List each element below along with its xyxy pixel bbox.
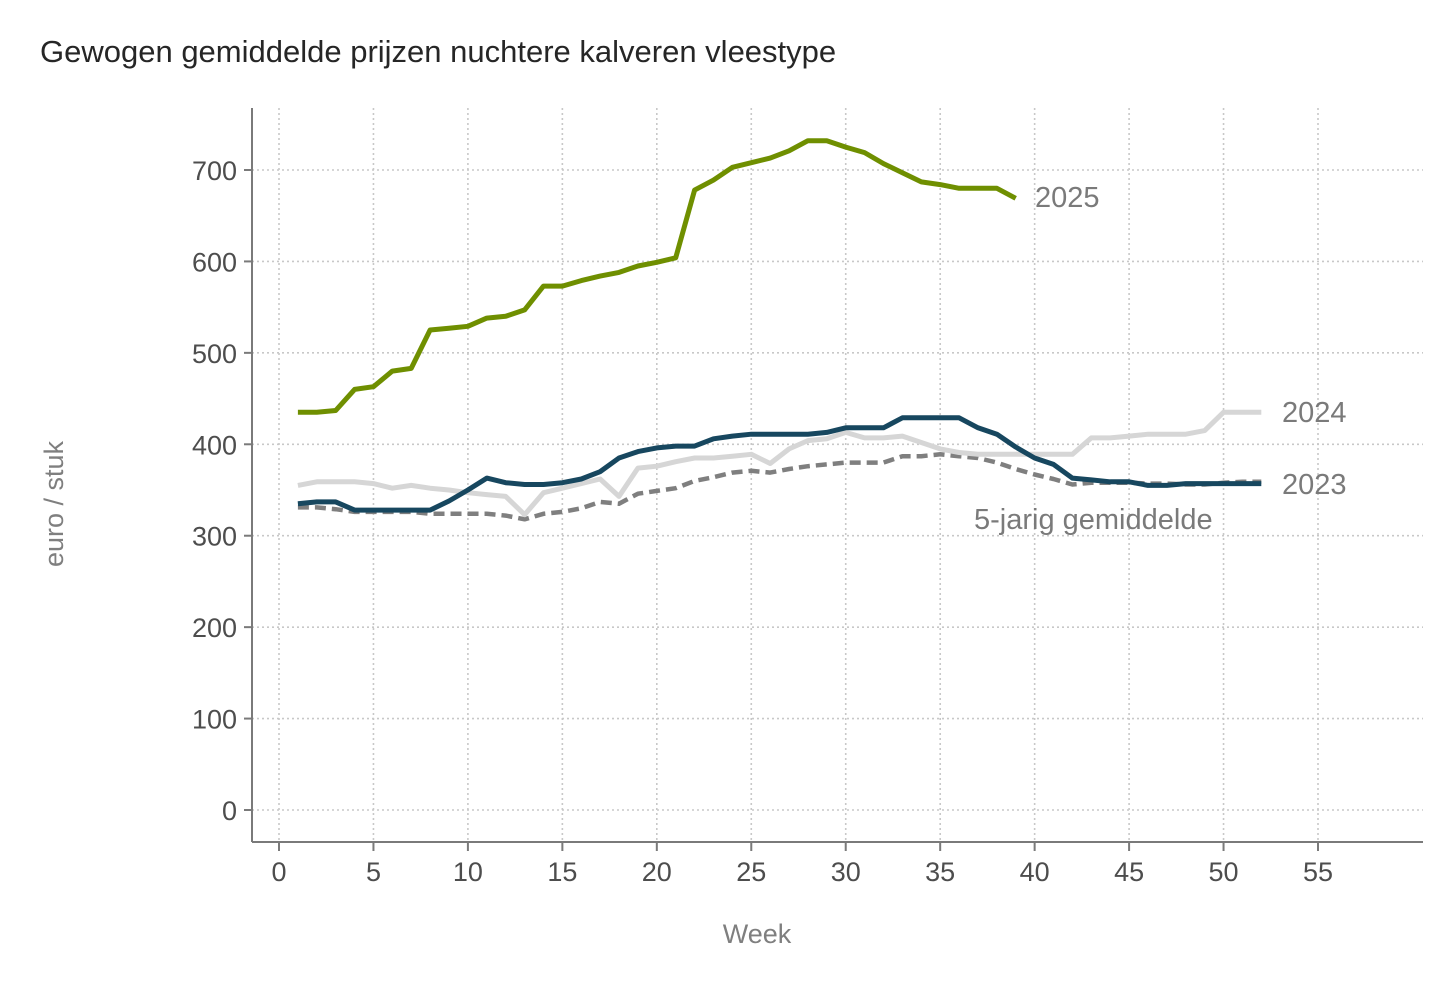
x-tick-label: 35: [925, 857, 955, 887]
y-tick-label: 400: [192, 430, 237, 460]
y-tick-label: 300: [192, 522, 237, 552]
x-axis-title: Week: [723, 919, 792, 949]
y-tick-label: 100: [192, 705, 237, 735]
y-tick-label: 200: [192, 613, 237, 643]
x-tick-label: 0: [271, 857, 286, 887]
series-label-2024: 2024: [1282, 397, 1347, 429]
x-tick-label: 5: [366, 857, 381, 887]
x-tick-label: 55: [1303, 857, 1333, 887]
x-tick-label: 10: [453, 857, 483, 887]
series-line-2024: [297, 409, 1262, 518]
y-axis-title: euro / stuk: [39, 440, 69, 567]
x-tick-label: 15: [547, 857, 577, 887]
chart-title: Gewogen gemiddelde prijzen nuchtere kalv…: [40, 34, 837, 69]
x-tick-label: 30: [831, 857, 861, 887]
series-labels: 5-jarig gemiddelde 2024 2023 2025: [974, 182, 1347, 536]
y-tick-label: 0: [222, 796, 237, 826]
x-tick-label: 45: [1114, 857, 1144, 887]
series-label-2025: 2025: [1035, 182, 1100, 214]
y-tick-label: 600: [192, 247, 237, 277]
y-tick-label: 500: [192, 339, 237, 369]
series-line-2023: [297, 415, 1262, 513]
x-tick-label: 50: [1209, 857, 1239, 887]
x-tick-label: 25: [736, 857, 766, 887]
series-label-5-jarig-gemiddelde: 5-jarig gemiddelde: [974, 504, 1213, 536]
x-tick-label: 40: [1020, 857, 1050, 887]
x-tick-label: 20: [642, 857, 672, 887]
series-line-2025: [297, 138, 1017, 415]
series-lines: [297, 138, 1262, 522]
grid: [252, 108, 1423, 842]
y-tick-label: 700: [192, 156, 237, 186]
series-label-2023: 2023: [1282, 469, 1347, 501]
